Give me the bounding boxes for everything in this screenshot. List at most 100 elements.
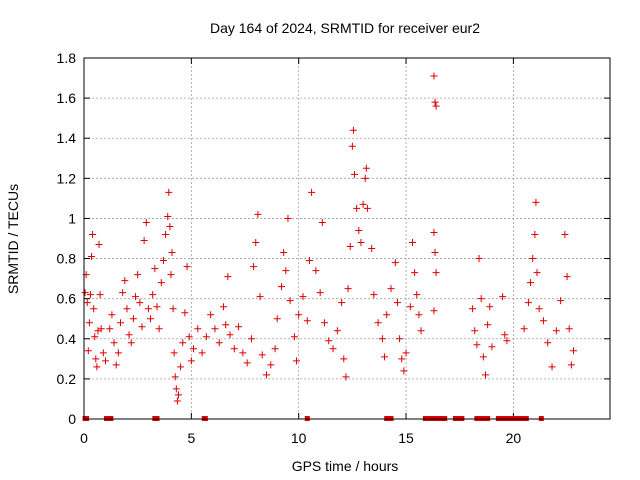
- data-point: [402, 349, 410, 357]
- data-point: [396, 335, 404, 343]
- data-point: [92, 355, 100, 363]
- data-point: [81, 289, 89, 297]
- data-point: [83, 299, 91, 307]
- data-point: [155, 325, 163, 333]
- data-point: [531, 230, 539, 238]
- data-point: [91, 333, 99, 341]
- plot-frame: [83, 57, 611, 420]
- data-point: [194, 325, 202, 333]
- data-point: [250, 263, 258, 271]
- data-point: [224, 273, 232, 281]
- data-point: [198, 349, 206, 357]
- y-tick-label: 1.4: [57, 130, 77, 146]
- data-point: [295, 311, 303, 319]
- data-point: [125, 331, 133, 339]
- data-point: [140, 237, 148, 245]
- data-point: [256, 293, 264, 301]
- data-point: [312, 267, 320, 275]
- x-axis-label: GPS time / hours: [292, 458, 399, 474]
- data-point: [235, 323, 243, 331]
- data-point: [357, 239, 365, 247]
- data-point: [417, 327, 425, 335]
- data-point: [305, 257, 313, 265]
- data-point: [149, 291, 157, 299]
- data-point: [565, 325, 573, 333]
- data-point: [108, 311, 116, 319]
- data-point: [280, 249, 288, 257]
- data-point: [282, 267, 290, 275]
- data-point: [220, 303, 228, 311]
- data-point: [408, 239, 416, 247]
- data-point: [121, 277, 129, 285]
- data-point: [89, 230, 97, 238]
- data-point: [469, 305, 477, 313]
- data-point: [471, 327, 479, 335]
- data-point: [488, 343, 496, 351]
- data-point: [338, 299, 346, 307]
- data-point: [362, 164, 370, 172]
- x-tick-label: 20: [506, 430, 522, 446]
- data-point: [374, 319, 382, 327]
- data-point: [165, 188, 173, 196]
- data-point: [430, 228, 438, 236]
- data-point: [299, 293, 307, 301]
- data-point: [477, 295, 485, 303]
- data-point: [544, 339, 552, 347]
- y-tick-label: 0.4: [57, 331, 77, 347]
- data-point: [432, 269, 440, 277]
- data-point: [548, 363, 556, 371]
- y-tick-label: 1: [68, 210, 76, 226]
- data-point: [173, 397, 181, 405]
- data-point: [207, 311, 215, 319]
- y-tick-label: 0.2: [57, 371, 77, 387]
- data-point: [286, 297, 294, 305]
- data-point: [387, 285, 395, 293]
- data-point: [320, 319, 328, 327]
- data-point: [475, 255, 483, 263]
- y-tick-label: 0.8: [57, 251, 77, 267]
- data-point: [481, 371, 489, 379]
- data-point: [271, 345, 279, 353]
- data-point: [290, 333, 298, 341]
- data-point: [570, 347, 578, 355]
- data-point: [138, 323, 146, 331]
- data-point: [484, 321, 492, 329]
- data-point: [127, 339, 135, 347]
- y-axis-label: SRMTID / TECUs: [5, 184, 21, 294]
- data-point: [535, 305, 543, 313]
- data-point: [177, 363, 185, 371]
- data-point: [563, 273, 571, 281]
- data-point: [529, 255, 537, 263]
- data-point: [112, 361, 120, 369]
- data-point: [383, 311, 391, 319]
- data-point: [187, 357, 195, 365]
- data-point: [189, 345, 197, 353]
- data-point: [431, 249, 439, 257]
- data-point: [368, 245, 376, 253]
- data-point: [239, 349, 247, 357]
- data-point: [168, 249, 176, 257]
- data-point: [316, 289, 324, 297]
- data-point: [325, 337, 333, 345]
- data-point: [431, 98, 439, 106]
- data-point: [520, 325, 528, 333]
- data-point: [430, 307, 438, 315]
- data-point: [318, 218, 326, 226]
- data-point: [134, 271, 142, 279]
- data-point: [226, 331, 234, 339]
- data-point: [561, 230, 569, 238]
- data-point: [329, 345, 337, 353]
- data-point: [162, 230, 170, 238]
- data-point: [101, 357, 109, 365]
- data-point: [391, 259, 399, 267]
- data-point: [473, 341, 481, 349]
- data-point: [503, 337, 511, 345]
- data-point: [398, 355, 406, 363]
- data-point: [114, 349, 122, 357]
- data-point: [159, 257, 167, 265]
- data-point: [351, 170, 359, 178]
- data-point: [110, 339, 118, 347]
- data-point: [252, 239, 260, 247]
- data-point: [359, 200, 367, 208]
- data-point: [106, 325, 114, 333]
